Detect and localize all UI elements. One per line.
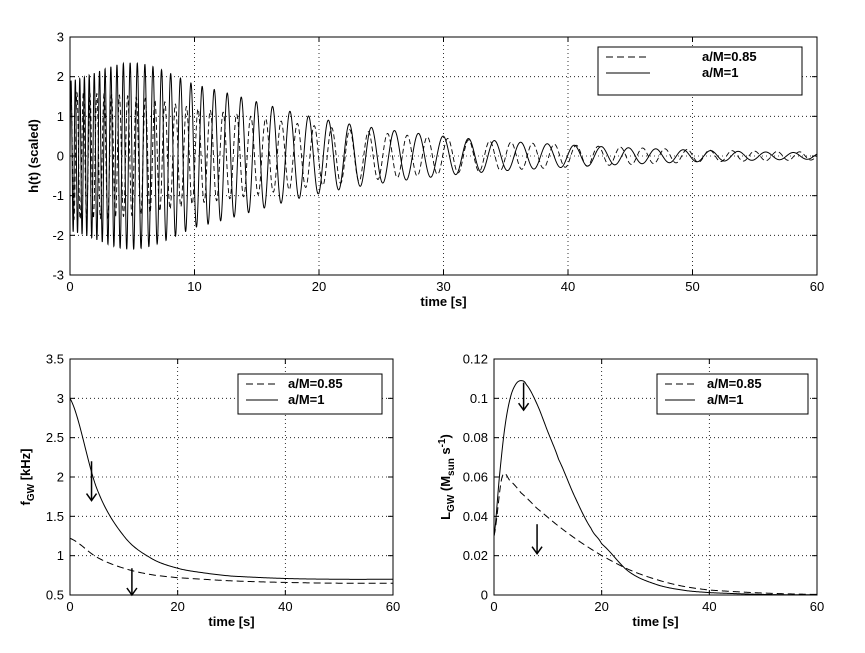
series-line-a085 <box>494 472 817 595</box>
series-line-a1 <box>70 398 393 580</box>
legend-entry: a/M=1 <box>702 65 739 80</box>
arrow-annotation <box>517 382 530 412</box>
x-tick-label: 0 <box>490 599 497 614</box>
y-label-sub: GW <box>446 494 457 512</box>
y-tick-label: 0.02 <box>463 548 488 563</box>
arrow-head <box>126 587 138 597</box>
y-tick-label: 2 <box>57 470 64 485</box>
legend: a/M=0.85a/M=1 <box>656 373 809 415</box>
x-tick-label: 40 <box>278 599 292 614</box>
y-tick-label: 0.04 <box>463 509 488 524</box>
y-tick-label: 0 <box>57 149 64 164</box>
y-tick-label: 1 <box>57 109 64 124</box>
legend-box <box>597 46 803 96</box>
y-tick-label: 2.5 <box>46 430 64 445</box>
y-axis-label: fGW [kHz] <box>18 449 37 506</box>
arrow-head <box>517 402 530 412</box>
y-tick-label: 0.12 <box>463 352 488 367</box>
legend-box <box>656 373 809 415</box>
y-tick-label: 0.08 <box>463 430 488 445</box>
y-label-sub: GW <box>26 483 37 501</box>
legend: a/M=0.85a/M=1 <box>237 373 383 415</box>
x-tick-label: 10 <box>187 279 201 294</box>
arrow-head <box>85 493 98 502</box>
legend: a/M=0.85a/M=1 <box>597 46 803 96</box>
y-label-main: L <box>438 512 453 520</box>
x-tick-label: 60 <box>386 599 400 614</box>
x-tick-label: 0 <box>66 599 73 614</box>
x-tick-label: 60 <box>810 599 824 614</box>
y-label-unit-sub: sun <box>446 458 457 476</box>
x-axis-label: time [s] <box>420 294 466 309</box>
y-tick-label: 0.1 <box>470 391 488 406</box>
y-label-unit-mid: s <box>438 447 453 458</box>
y-tick-label: -2 <box>52 228 64 243</box>
x-tick-label: 0 <box>66 279 73 294</box>
legend-entry: a/M=1 <box>288 392 325 407</box>
y-label-main: f <box>18 500 33 505</box>
arrow-annotation <box>531 524 543 555</box>
legend-entry: a/M=0.85 <box>707 376 762 391</box>
y-tick-label: -1 <box>52 188 64 203</box>
y-tick-label: 2 <box>57 69 64 84</box>
y-tick-label: 3.5 <box>46 352 64 367</box>
y-label-unit-close: ) <box>438 434 453 438</box>
x-axis-label: time [s] <box>632 614 678 629</box>
x-tick-label: 20 <box>312 279 326 294</box>
x-tick-label: 30 <box>436 279 450 294</box>
y-tick-label: 1.5 <box>46 509 64 524</box>
y-label-unit-open: (M <box>438 476 453 495</box>
x-tick-label: 20 <box>594 599 608 614</box>
y-tick-label: 3 <box>57 391 64 406</box>
arrow-head <box>531 546 543 555</box>
chart-panel-0: 0 10 20 30 40 50 60 -3 -2 -1 0 1 2 3 time [s] h(t) (sca… <box>26 30 824 310</box>
legend-entry: a/M=0.85 <box>288 376 343 391</box>
series-line-a1 <box>494 380 817 595</box>
y-label-unit-sup: -1 <box>437 438 448 447</box>
legend-box <box>237 373 383 415</box>
y-tick-label: 1 <box>57 548 64 563</box>
y-tick-label: 0.06 <box>463 470 488 485</box>
chart-panel-1: 0 20 40 60 0.5 1 1.5 2 2.5 3 3.5 time [s] fGW [kHz] a… <box>18 352 400 630</box>
series-line-a1 <box>70 61 817 250</box>
x-axis-label: time [s] <box>208 614 254 629</box>
y-axis-label: h(t) (scaled) <box>26 119 41 193</box>
chart-panel-2: 0 20 40 60 0 0.02 0.04 0.06 0.08 0.1 0.12 time [s] L… <box>437 352 824 630</box>
x-tick-label: 50 <box>685 279 699 294</box>
arrow-annotation <box>85 461 98 502</box>
y-label-unit: [kHz] <box>18 449 33 484</box>
y-tick-label: 3 <box>57 30 64 45</box>
y-axis-label: LGW (Msun s-1) <box>437 434 457 520</box>
arrow-annotation <box>126 568 138 597</box>
x-tick-label: 60 <box>810 279 824 294</box>
y-tick-label: 0.5 <box>46 588 64 603</box>
series-line-a085 <box>70 537 393 584</box>
x-tick-label: 20 <box>170 599 184 614</box>
y-tick-label: 0 <box>481 588 488 603</box>
x-tick-label: 40 <box>561 279 575 294</box>
legend-entry: a/M=0.85 <box>702 49 757 64</box>
y-tick-label: -3 <box>52 268 64 283</box>
legend-entry: a/M=1 <box>707 392 744 407</box>
x-tick-label: 40 <box>702 599 716 614</box>
